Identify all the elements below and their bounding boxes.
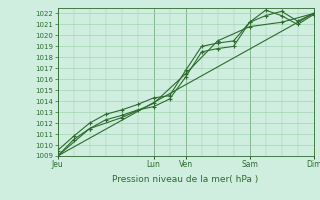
X-axis label: Pression niveau de la mer( hPa ): Pression niveau de la mer( hPa ) xyxy=(112,175,259,184)
